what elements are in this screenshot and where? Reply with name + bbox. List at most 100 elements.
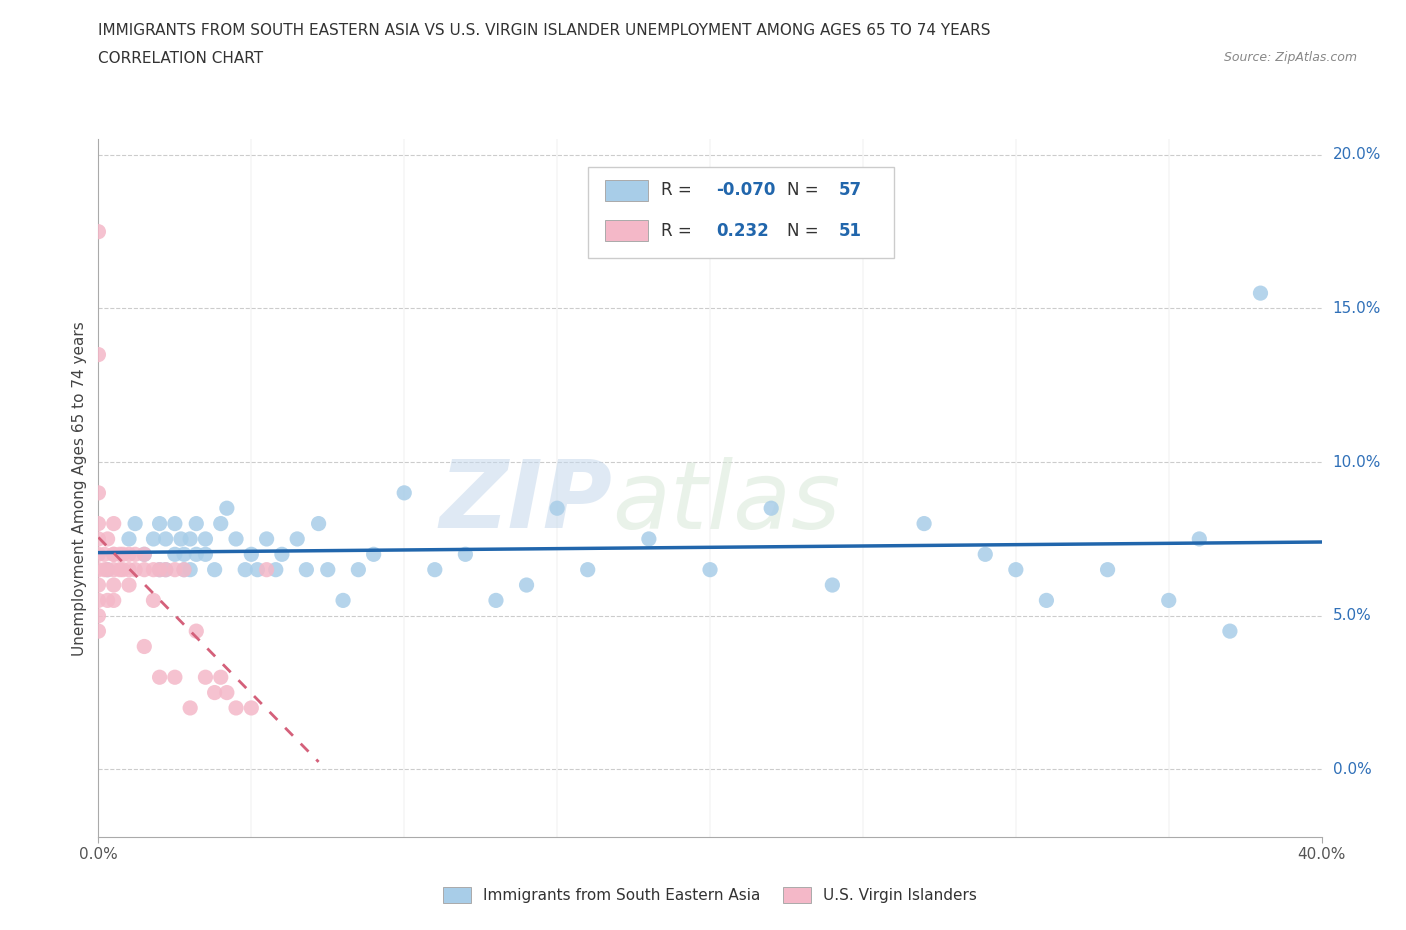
Point <box>186 547 208 562</box>
Point <box>423 563 446 578</box>
Point <box>155 563 177 578</box>
Point <box>173 547 195 562</box>
Text: -0.070: -0.070 <box>716 181 776 199</box>
Text: Source: ZipAtlas.com: Source: ZipAtlas.com <box>1223 51 1357 64</box>
Point <box>103 593 125 608</box>
Point <box>516 578 538 592</box>
Point <box>454 547 477 562</box>
Point <box>87 516 110 531</box>
Point <box>316 563 339 578</box>
Point <box>87 547 110 562</box>
Point <box>186 516 208 531</box>
Point <box>215 500 238 515</box>
Point <box>332 593 354 608</box>
Text: 20.0%: 20.0% <box>1333 147 1381 163</box>
Text: ZIP: ZIP <box>439 457 612 548</box>
Point <box>392 485 416 500</box>
Point <box>204 563 226 578</box>
Point <box>155 532 177 547</box>
Point <box>179 563 201 578</box>
Point <box>256 563 278 578</box>
Point <box>111 563 134 578</box>
Point <box>149 670 172 684</box>
Point <box>103 547 125 562</box>
Point <box>308 516 330 531</box>
Point <box>87 624 110 639</box>
Point <box>108 563 131 578</box>
Point <box>194 532 217 547</box>
Text: R =: R = <box>661 181 692 199</box>
Point <box>87 347 110 362</box>
Text: 57: 57 <box>838 181 862 199</box>
Point <box>1004 563 1026 578</box>
Text: 0.232: 0.232 <box>716 222 769 240</box>
Point <box>87 578 110 592</box>
Point <box>759 500 782 515</box>
FancyBboxPatch shape <box>605 220 648 242</box>
Point <box>87 224 110 239</box>
Point <box>699 563 721 578</box>
Point <box>163 563 186 578</box>
Point <box>134 563 156 578</box>
Point <box>87 485 110 500</box>
Point <box>134 547 156 562</box>
Text: 0.0%: 0.0% <box>1333 762 1371 777</box>
Point <box>194 547 217 562</box>
Y-axis label: Unemployment Among Ages 65 to 74 years: Unemployment Among Ages 65 to 74 years <box>72 321 87 656</box>
Point <box>163 516 186 531</box>
Point <box>576 563 599 578</box>
Text: N =: N = <box>787 222 818 240</box>
Text: 10.0%: 10.0% <box>1333 455 1381 470</box>
Point <box>97 593 120 608</box>
Point <box>1249 286 1271 300</box>
FancyBboxPatch shape <box>588 167 894 259</box>
Point <box>209 516 232 531</box>
Point <box>118 532 141 547</box>
Point <box>118 563 141 578</box>
FancyBboxPatch shape <box>605 180 648 201</box>
Point <box>87 608 110 623</box>
Point <box>225 700 247 715</box>
Point <box>149 516 172 531</box>
Point <box>270 547 292 562</box>
Point <box>103 563 125 578</box>
Text: atlas: atlas <box>612 457 841 548</box>
Point <box>111 547 134 562</box>
Point <box>256 532 278 547</box>
Point <box>163 670 186 684</box>
Point <box>363 547 385 562</box>
Point <box>485 593 508 608</box>
Point <box>118 578 141 592</box>
Point <box>194 670 217 684</box>
Point <box>1035 593 1057 608</box>
Point <box>103 578 125 592</box>
Point <box>225 532 247 547</box>
Point <box>1188 532 1211 547</box>
Point <box>163 547 186 562</box>
Text: 15.0%: 15.0% <box>1333 301 1381 316</box>
Point <box>347 563 370 578</box>
Point <box>87 563 110 578</box>
Point <box>264 563 287 578</box>
Point <box>155 563 177 578</box>
Point <box>179 700 201 715</box>
Point <box>142 593 165 608</box>
Legend: Immigrants from South Eastern Asia, U.S. Virgin Islanders: Immigrants from South Eastern Asia, U.S.… <box>437 882 983 910</box>
Point <box>87 593 110 608</box>
Text: 51: 51 <box>838 222 862 240</box>
Point <box>209 670 232 684</box>
Point <box>142 532 165 547</box>
Point <box>97 532 120 547</box>
Text: N =: N = <box>787 181 818 199</box>
Point <box>97 563 120 578</box>
Point <box>87 532 110 547</box>
Point <box>546 500 568 515</box>
Point <box>912 516 935 531</box>
Point <box>134 639 156 654</box>
Point <box>186 624 208 639</box>
Point <box>240 547 263 562</box>
Point <box>637 532 661 547</box>
Point <box>134 547 156 562</box>
Point <box>149 563 172 578</box>
Point <box>93 547 115 562</box>
